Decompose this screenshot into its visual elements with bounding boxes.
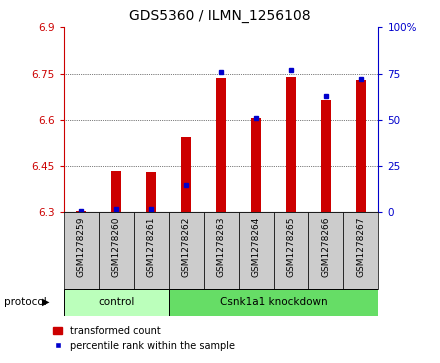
- Bar: [111, 171, 121, 212]
- Text: control: control: [98, 297, 135, 307]
- Bar: [251, 118, 261, 212]
- Text: GSM1278261: GSM1278261: [147, 216, 156, 277]
- Text: GSM1278267: GSM1278267: [356, 216, 366, 277]
- Bar: [99, 212, 134, 289]
- Text: GSM1278260: GSM1278260: [112, 216, 121, 277]
- Text: GSM1278262: GSM1278262: [182, 216, 191, 277]
- Bar: [169, 289, 378, 316]
- Text: GSM1278264: GSM1278264: [252, 216, 260, 277]
- Legend: transformed count, percentile rank within the sample: transformed count, percentile rank withi…: [49, 322, 239, 355]
- Text: GDS5360 / ILMN_1256108: GDS5360 / ILMN_1256108: [129, 9, 311, 23]
- Bar: [134, 212, 169, 289]
- Text: ▶: ▶: [42, 297, 50, 307]
- Bar: [286, 77, 296, 212]
- Bar: [169, 212, 204, 289]
- Bar: [77, 211, 86, 212]
- Text: Csnk1a1 knockdown: Csnk1a1 knockdown: [220, 297, 327, 307]
- Text: GSM1278263: GSM1278263: [216, 216, 226, 277]
- Bar: [308, 212, 344, 289]
- Bar: [321, 100, 331, 212]
- Bar: [216, 78, 226, 212]
- Bar: [344, 212, 378, 289]
- Bar: [64, 212, 99, 289]
- Bar: [181, 137, 191, 212]
- Bar: [146, 172, 156, 212]
- Text: GSM1278259: GSM1278259: [77, 216, 86, 277]
- Bar: [204, 212, 238, 289]
- Bar: [64, 289, 169, 316]
- Bar: [356, 80, 366, 212]
- Text: GSM1278266: GSM1278266: [322, 216, 330, 277]
- Bar: [274, 212, 308, 289]
- Text: GSM1278265: GSM1278265: [286, 216, 296, 277]
- Text: protocol: protocol: [4, 297, 47, 307]
- Bar: [238, 212, 274, 289]
